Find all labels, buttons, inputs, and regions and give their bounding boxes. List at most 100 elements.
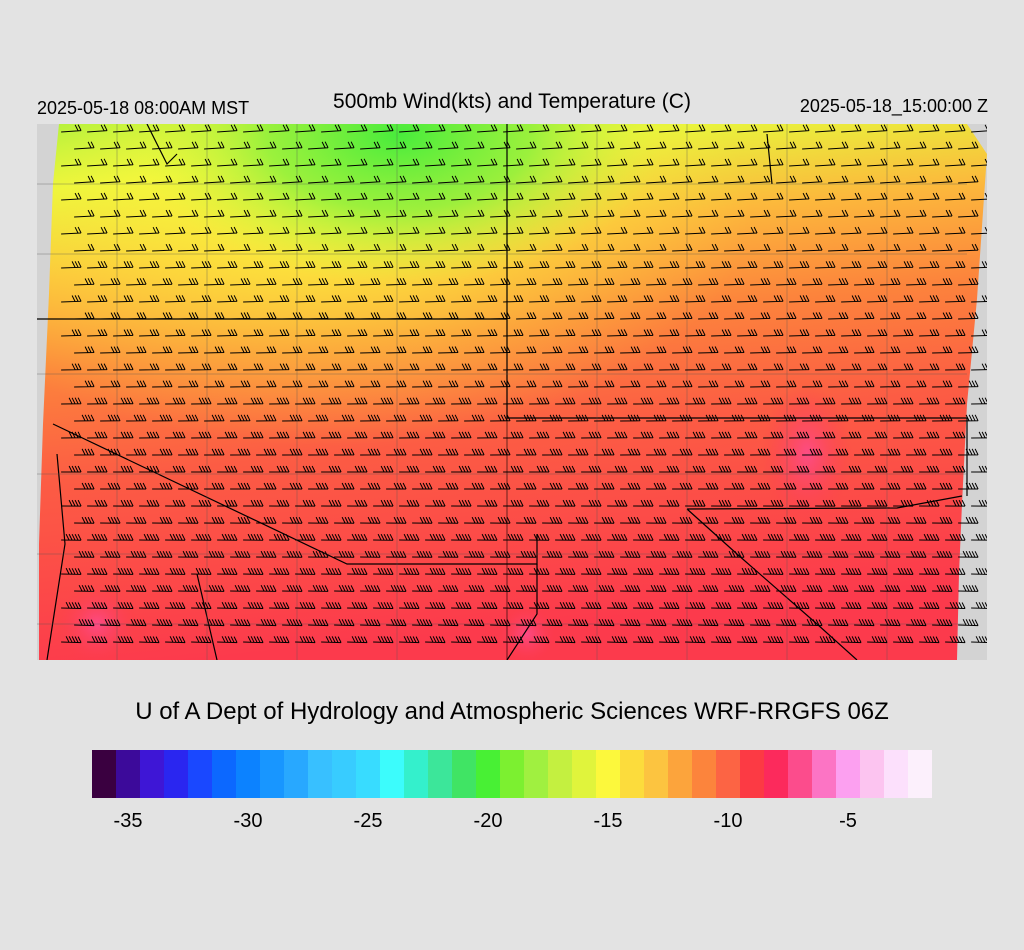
wind-barb — [464, 346, 485, 354]
local-time-label: 2025-05-18 08:00AM MST — [37, 98, 250, 118]
wind-barb — [230, 277, 251, 286]
wind-barb — [646, 414, 667, 422]
wind-barb — [945, 431, 966, 439]
wind-barb — [633, 295, 654, 303]
wind-barb — [334, 312, 355, 320]
wind-barb — [373, 124, 394, 133]
wind-barb — [204, 618, 225, 627]
wind-barb — [165, 499, 186, 507]
wind-barb — [438, 243, 459, 252]
wind-barb — [412, 448, 433, 456]
wind-barb — [243, 363, 264, 371]
wind-barb — [347, 636, 368, 644]
wind-barb — [61, 499, 82, 507]
wind-barb — [724, 482, 745, 490]
wind-barb — [945, 124, 966, 133]
wind-barb — [581, 295, 602, 303]
colorbar-swatch — [116, 750, 141, 798]
wind-barb — [74, 550, 95, 558]
wind-barb — [165, 465, 186, 473]
wind-barb — [373, 158, 394, 167]
wind-barb — [399, 533, 420, 541]
wind-barb — [152, 243, 173, 252]
wind-barb — [776, 243, 797, 252]
wind-barb — [217, 260, 238, 269]
wind-barb — [581, 465, 602, 473]
wind-barb — [971, 601, 987, 609]
wind-barb — [711, 499, 732, 507]
wind-barb — [386, 243, 407, 252]
wind-barb — [386, 414, 407, 422]
wind-barb — [100, 482, 121, 490]
wind-barb — [945, 499, 966, 507]
wind-barb — [477, 329, 498, 337]
colorbar-swatch — [644, 750, 669, 798]
wind-barb — [789, 226, 810, 235]
wind-barb — [139, 567, 160, 575]
wind-barb — [581, 363, 602, 371]
wind-barb — [399, 431, 420, 439]
wind-barb — [815, 158, 836, 167]
wind-barb — [334, 448, 355, 456]
wind-barb — [269, 226, 290, 235]
wind-barb — [425, 124, 446, 133]
wind-barb — [295, 226, 316, 235]
wind-barb — [971, 261, 987, 269]
wind-barb — [126, 516, 147, 524]
wind-barb — [516, 516, 537, 524]
wind-barb — [230, 346, 251, 354]
wind-barb — [503, 397, 524, 405]
wind-barb — [867, 431, 888, 439]
wind-barb — [256, 414, 277, 422]
wind-barb — [958, 414, 979, 422]
wind-barb — [204, 550, 225, 558]
wind-barb — [737, 295, 758, 303]
wind-barb — [503, 295, 524, 303]
wind-barb — [516, 482, 537, 490]
wind-barb — [347, 124, 368, 133]
wind-barb — [919, 601, 940, 609]
wind-barb — [347, 567, 368, 575]
wind-barb — [815, 192, 836, 201]
wind-barb — [152, 414, 173, 422]
wind-barb — [620, 584, 641, 592]
colorbar-swatch — [188, 750, 213, 798]
wind-barb — [698, 618, 719, 627]
wind-barb — [958, 209, 979, 218]
wind-barb — [854, 482, 875, 490]
credit-line: U of A Dept of Hydrology and Atmospheric… — [135, 698, 889, 725]
wind-barb — [126, 550, 147, 558]
wind-barb — [282, 448, 303, 456]
wind-barb — [516, 209, 537, 218]
wind-barb — [61, 260, 82, 269]
colorbar-swatch — [260, 750, 285, 798]
wind-barb — [308, 141, 329, 150]
wind-barb — [711, 431, 732, 439]
wind-barb — [906, 516, 927, 524]
wind-barb — [74, 448, 95, 456]
wind-barb — [269, 499, 290, 507]
wind-barb — [243, 636, 264, 644]
wind-barb — [256, 346, 277, 354]
wind-barb — [399, 329, 420, 337]
wind-barb — [243, 295, 264, 303]
wind-barb — [191, 499, 212, 507]
wind-barb — [217, 636, 238, 644]
wind-barb — [542, 550, 563, 558]
wind-barb — [919, 260, 940, 269]
wind-barb — [802, 346, 823, 354]
wind-barb — [633, 363, 654, 371]
wind-barb — [841, 567, 862, 575]
wind-barb — [828, 312, 849, 320]
wind-barb — [867, 465, 888, 473]
wind-barb — [594, 482, 615, 490]
wind-barb — [737, 567, 758, 575]
wind-barb — [867, 192, 888, 201]
wind-barb — [763, 431, 784, 439]
wind-barb — [555, 431, 576, 439]
wind-barb — [685, 499, 706, 507]
wind-barb — [646, 448, 667, 456]
wind-barb — [204, 312, 225, 320]
wind-barb — [516, 448, 537, 456]
wind-barb — [542, 312, 563, 320]
